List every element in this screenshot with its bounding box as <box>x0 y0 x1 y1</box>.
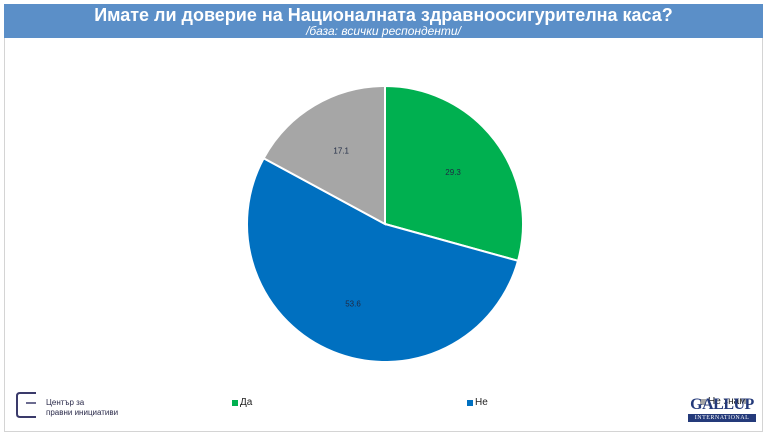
data-label-yes: 29.3 <box>445 168 461 177</box>
legend-label-dont-know: Не знам <box>708 396 747 407</box>
legend-label-no: Не <box>475 397 488 408</box>
legend-swatch-yes <box>232 399 238 406</box>
legend-item-dont-know: Не знам <box>700 396 746 407</box>
pie-slice-no <box>246 156 520 363</box>
legend-swatch-dont-know <box>700 398 706 405</box>
data-label-no: 53.6 <box>345 299 361 308</box>
legend-label-yes: Да <box>240 397 253 408</box>
chart-title: Имате ли доверие на Националната здравно… <box>94 5 673 25</box>
data-label-dont-know: 17.1 <box>333 146 349 155</box>
logo-mark-icon <box>16 392 36 418</box>
chart-header: Имате ли доверие на Националната здравно… <box>4 4 763 38</box>
legend-item-yes: Да <box>232 397 252 408</box>
legend-item-no: Не <box>467 397 488 408</box>
logo-left-line2: правни инициативи <box>46 408 119 417</box>
center-legal-initiatives-logo: Център за правни инициативи <box>14 388 134 424</box>
chart-subtitle: /база: всички респонденти/ <box>306 24 461 38</box>
pie-slice-yes <box>384 84 524 263</box>
gallup-sub: INTERNATIONAL <box>688 414 756 422</box>
logo-left-line1: Център за <box>46 398 85 407</box>
gallup-brand: GALLUP <box>690 396 754 413</box>
pie-slice-dont-know <box>262 84 386 226</box>
legend-swatch-no <box>467 399 473 406</box>
gallup-international-logo: GALLUP INTERNATIONAL <box>688 394 758 426</box>
